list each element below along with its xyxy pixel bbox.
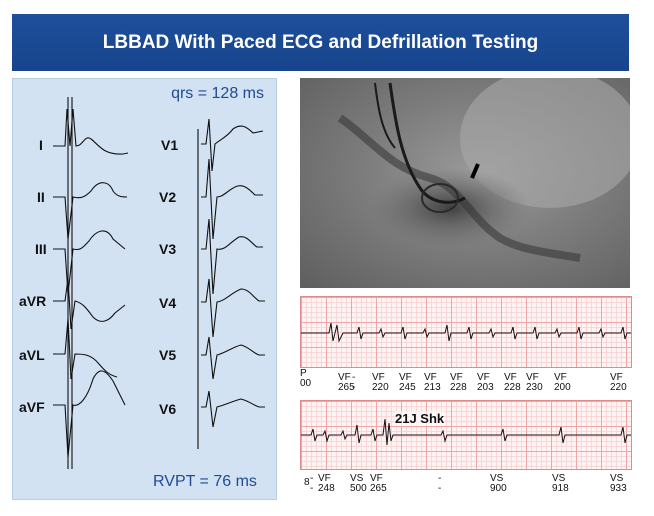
lead-label-II: II [37,189,45,205]
fluoroscopy-drawing [337,78,630,262]
lead-label-aVF: aVF [19,399,45,415]
lead-label-III: III [35,241,47,257]
rhythm-strip-1 [300,296,632,368]
lead-label-V2: V2 [159,189,177,205]
rhythm-strip-2 [300,400,632,470]
lead-label-I: I [39,137,43,153]
ecg-tracings [53,97,265,469]
lead-label-aVR: aVR [19,293,47,309]
lead-label-V1: V1 [161,137,179,153]
fluoroscopy-image [300,78,630,288]
lead-label-V4: V4 [159,295,177,311]
shock-annotation: 21J Shk [395,411,445,426]
strip-1-markers: P 00 -- VF 265 VF 220 VF 245 VF 213 VF 228 VF 2… [300,368,627,393]
lead-label-V6: V6 [159,401,177,417]
rhythm-strip-2-trace [301,418,631,446]
rhythm-strip-1-trace [301,322,631,343]
qrs-duration-label: qrs = 128 ms [171,85,264,102]
ecg-panel: qrs = 128 ms RVPT = 76 ms I II III aVR a… [12,78,277,500]
lead-label-aVL: aVL [19,347,45,363]
rvpt-label: RVPT = 76 ms [153,473,257,490]
strip-2-markers: 8 -- VF 248 VS 500 VF 265 -- VS 900 VS 918 VS… [304,473,627,494]
title-banner: LBBAD With Paced ECG and Defrillation Te… [12,14,629,71]
lead-label-V3: V3 [159,241,177,257]
lead-label-V5: V5 [159,347,177,363]
page-title: LBBAD With Paced ECG and Defrillation Te… [102,31,539,53]
